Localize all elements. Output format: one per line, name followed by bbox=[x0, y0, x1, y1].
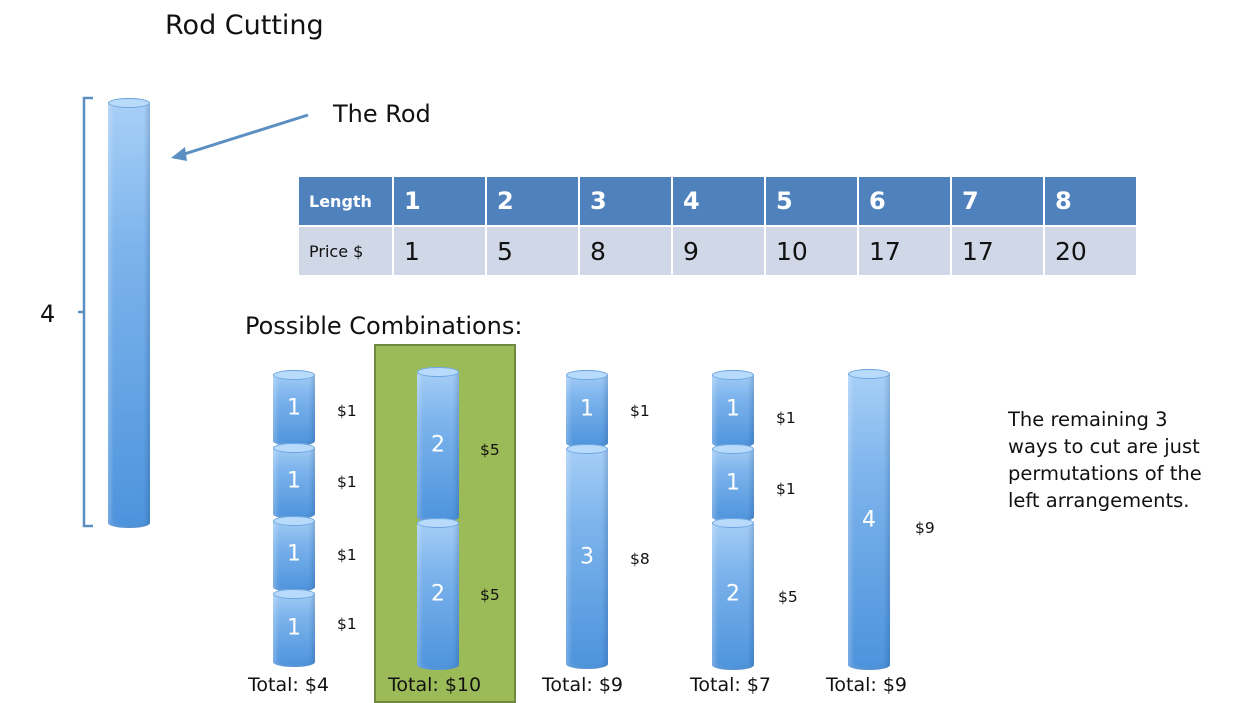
piece-price: $5 bbox=[480, 441, 500, 459]
combination-total: Total: $9 bbox=[542, 674, 623, 696]
price-cell: 1 bbox=[392, 225, 487, 277]
rod-piece: 1 bbox=[712, 370, 754, 448]
length-header: Length bbox=[297, 175, 394, 227]
piece-length: 1 bbox=[287, 615, 301, 641]
piece-length: 1 bbox=[580, 396, 594, 422]
piece-length: 2 bbox=[431, 581, 445, 607]
rod-piece: 1 bbox=[273, 516, 315, 592]
price-cell: 17 bbox=[950, 225, 1045, 277]
piece-length: 4 bbox=[862, 507, 876, 532]
piece-price: $1 bbox=[776, 480, 796, 498]
the-rod bbox=[108, 98, 150, 528]
rod-annotations bbox=[78, 96, 309, 528]
piece-price: $1 bbox=[337, 473, 357, 491]
piece-length: 1 bbox=[726, 396, 740, 422]
rod-piece: 2 bbox=[417, 518, 459, 670]
piece-length: 1 bbox=[287, 468, 301, 494]
piece-price: $8 bbox=[630, 550, 650, 568]
piece-price: $1 bbox=[337, 402, 357, 420]
rod-piece: 1 bbox=[273, 589, 315, 667]
piece-length: 3 bbox=[580, 544, 594, 569]
rod-label: The Rod bbox=[333, 100, 431, 128]
price-cell: 8 bbox=[578, 225, 673, 277]
rod-piece: 2 bbox=[712, 518, 754, 670]
rod-piece: 1 bbox=[273, 443, 315, 519]
rod-piece: 3 bbox=[566, 444, 608, 669]
piece-price: $1 bbox=[337, 546, 357, 564]
piece-length: 1 bbox=[287, 541, 301, 567]
price-cell: 17 bbox=[857, 225, 952, 277]
piece-length: 1 bbox=[287, 395, 301, 421]
length-cell: 5 bbox=[764, 175, 859, 227]
rod-piece: 1 bbox=[273, 370, 315, 446]
price-row: Price $ 1 5 8 9 10 17 17 20 bbox=[297, 225, 1138, 277]
length-cell: 4 bbox=[671, 175, 766, 227]
price-header: Price $ bbox=[297, 225, 394, 277]
page-title: Rod Cutting bbox=[165, 10, 324, 41]
price-cell: 5 bbox=[485, 225, 580, 277]
length-cell: 1 bbox=[392, 175, 487, 227]
piece-price: $1 bbox=[337, 615, 357, 633]
combinations-title: Possible Combinations: bbox=[245, 312, 523, 340]
length-cell: 8 bbox=[1043, 175, 1138, 227]
piece-length: 2 bbox=[726, 581, 740, 607]
piece-price: $1 bbox=[630, 402, 650, 420]
rod-piece: 1 bbox=[712, 444, 754, 522]
rod-piece: 4 bbox=[848, 369, 890, 670]
combination-total: Total: $4 bbox=[248, 674, 329, 696]
combination-total: Total: $10 bbox=[388, 674, 482, 696]
length-cell: 7 bbox=[950, 175, 1045, 227]
length-cell: 6 bbox=[857, 175, 952, 227]
piece-length: 2 bbox=[431, 432, 445, 457]
piece-price: $5 bbox=[480, 586, 500, 604]
price-table: Length 1 2 3 4 5 6 7 8 Price $ 1 5 8 9 1… bbox=[297, 175, 1138, 277]
rod-length-label: 4 bbox=[40, 300, 56, 328]
rod-length-bracket bbox=[78, 96, 93, 528]
rod-pointer-arrowhead bbox=[171, 147, 187, 161]
rod-piece: 1 bbox=[566, 370, 608, 448]
rod-pointer-arrow bbox=[177, 113, 309, 158]
price-cell: 9 bbox=[671, 225, 766, 277]
piece-price: $9 bbox=[915, 519, 935, 537]
length-cell: 3 bbox=[578, 175, 673, 227]
combination-total: Total: $9 bbox=[826, 674, 907, 696]
length-cell: 2 bbox=[485, 175, 580, 227]
rod-piece: 2 bbox=[417, 367, 459, 522]
price-cell: 20 bbox=[1043, 225, 1138, 277]
price-cell: 10 bbox=[764, 225, 859, 277]
permutations-note: The remaining 3 ways to cut are just per… bbox=[1008, 408, 1202, 512]
combination-total: Total: $7 bbox=[690, 674, 771, 696]
piece-length: 1 bbox=[726, 470, 740, 496]
piece-price: $5 bbox=[778, 588, 798, 606]
length-row: Length 1 2 3 4 5 6 7 8 bbox=[297, 175, 1138, 227]
piece-price: $1 bbox=[776, 409, 796, 427]
